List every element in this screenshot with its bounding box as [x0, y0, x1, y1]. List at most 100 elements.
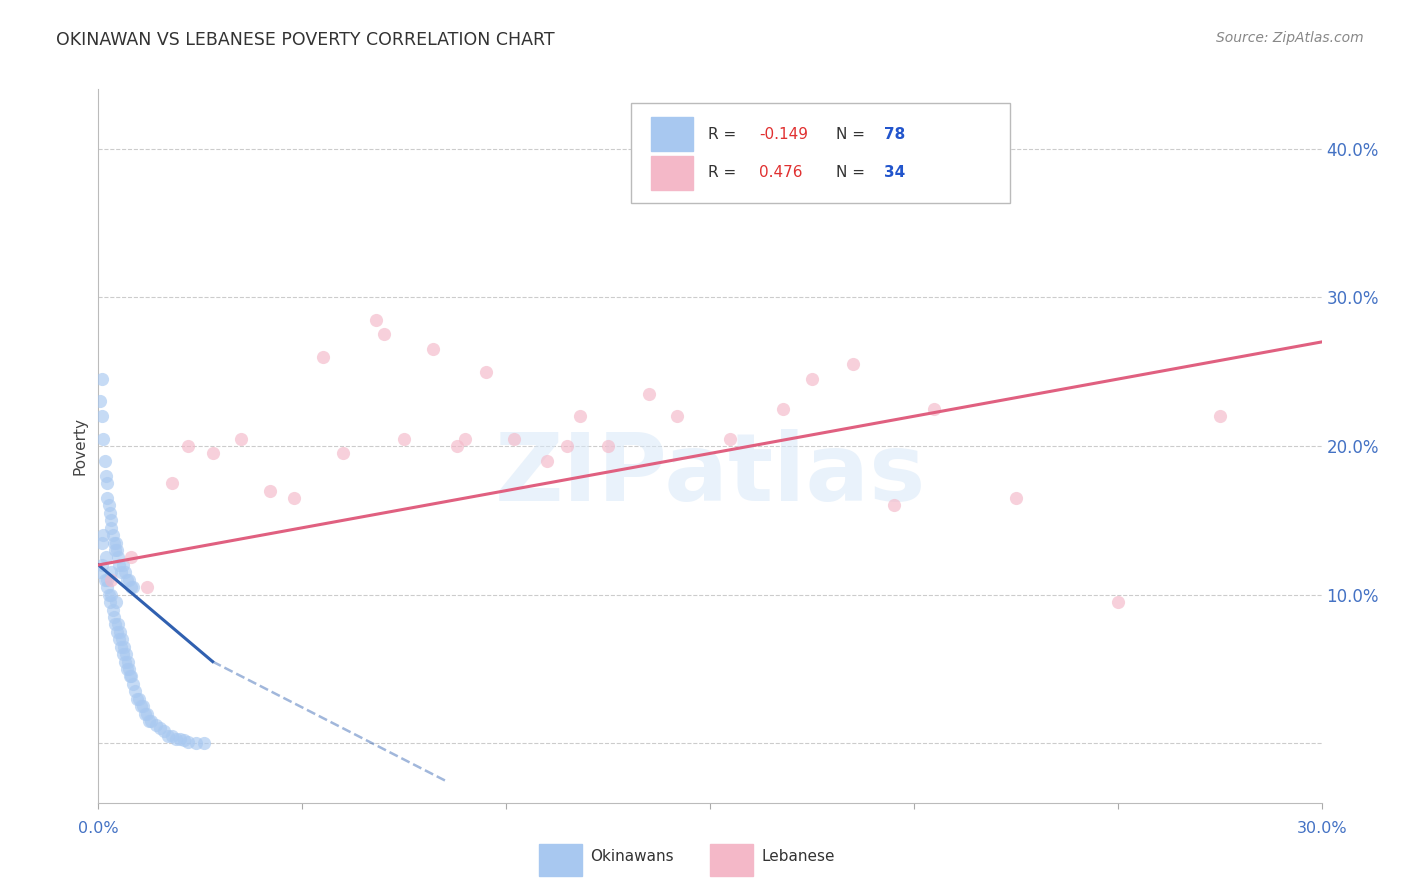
Point [91, 409, 114, 424]
Point [128, 691, 150, 706]
Point [364, 312, 387, 326]
Point [89, 566, 111, 580]
Point [201, 446, 224, 460]
FancyBboxPatch shape [630, 103, 1010, 203]
Point [122, 580, 145, 594]
Point [149, 722, 172, 736]
Point [474, 365, 498, 379]
Point [160, 729, 183, 743]
Point [104, 617, 127, 632]
Point [94, 550, 117, 565]
Point [841, 357, 863, 371]
Point [718, 432, 742, 446]
Point [259, 483, 281, 498]
Point [100, 566, 122, 580]
Text: Okinawans: Okinawans [591, 849, 673, 863]
Point [637, 387, 661, 401]
Point [136, 706, 159, 721]
Point [96, 580, 118, 594]
Point [117, 655, 139, 669]
Point [312, 350, 335, 364]
Point [772, 401, 794, 416]
Point [105, 543, 128, 558]
Point [96, 491, 118, 505]
Point [536, 454, 558, 468]
Point [801, 372, 824, 386]
Point [122, 677, 145, 691]
Point [108, 624, 131, 639]
Point [96, 476, 118, 491]
Point [156, 729, 179, 743]
Text: 0.476: 0.476 [759, 165, 803, 180]
FancyBboxPatch shape [538, 844, 582, 876]
Point [1107, 595, 1129, 609]
Point [114, 566, 136, 580]
Point [120, 669, 142, 683]
Point [100, 513, 122, 527]
Point [104, 543, 127, 558]
Point [138, 714, 160, 728]
Point [141, 714, 163, 728]
Point [136, 580, 159, 594]
FancyBboxPatch shape [651, 155, 693, 190]
Text: 30.0%: 30.0% [1296, 821, 1347, 836]
Point [108, 558, 131, 572]
Point [107, 617, 129, 632]
Point [118, 573, 141, 587]
Point [1004, 491, 1026, 505]
Point [110, 566, 132, 580]
Point [186, 735, 208, 749]
Text: -0.149: -0.149 [759, 127, 808, 142]
Text: OKINAWAN VS LEBANESE POVERTY CORRELATION CHART: OKINAWAN VS LEBANESE POVERTY CORRELATION… [56, 31, 555, 49]
Text: 0.0%: 0.0% [79, 821, 118, 836]
Point [101, 602, 124, 616]
Text: Lebanese: Lebanese [762, 849, 835, 863]
Point [173, 733, 195, 747]
Point [120, 669, 142, 683]
Point [98, 595, 121, 609]
Point [91, 535, 114, 549]
Point [422, 343, 444, 357]
Point [145, 718, 167, 732]
Point [97, 499, 120, 513]
Point [111, 632, 134, 647]
Y-axis label: Poverty: Poverty [72, 417, 87, 475]
Point [177, 439, 200, 453]
Text: Source: ZipAtlas.com: Source: ZipAtlas.com [1216, 31, 1364, 45]
Point [97, 588, 120, 602]
Point [118, 662, 141, 676]
Point [127, 691, 149, 706]
Text: 34: 34 [884, 165, 905, 180]
Point [177, 735, 200, 749]
Point [883, 499, 905, 513]
Point [103, 610, 125, 624]
FancyBboxPatch shape [710, 844, 752, 876]
Text: 78: 78 [884, 127, 905, 142]
Text: N =: N = [837, 165, 870, 180]
Point [104, 535, 127, 549]
Point [132, 699, 155, 714]
Point [120, 550, 142, 565]
Point [568, 409, 591, 424]
Point [392, 432, 416, 446]
Text: ZIPatlas: ZIPatlas [495, 428, 925, 521]
Point [165, 731, 187, 746]
Point [152, 724, 174, 739]
Point [93, 454, 115, 468]
Point [89, 394, 111, 409]
Point [111, 558, 134, 572]
Text: N =: N = [837, 127, 870, 142]
Point [193, 736, 215, 750]
Point [107, 550, 129, 565]
Point [91, 432, 114, 446]
Point [94, 468, 117, 483]
Point [114, 655, 136, 669]
Point [129, 699, 152, 714]
Point [90, 372, 112, 386]
Point [115, 647, 138, 661]
Point [115, 662, 138, 676]
Point [1208, 409, 1232, 424]
Point [93, 573, 115, 587]
Text: R =: R = [707, 165, 741, 180]
Point [596, 439, 619, 453]
